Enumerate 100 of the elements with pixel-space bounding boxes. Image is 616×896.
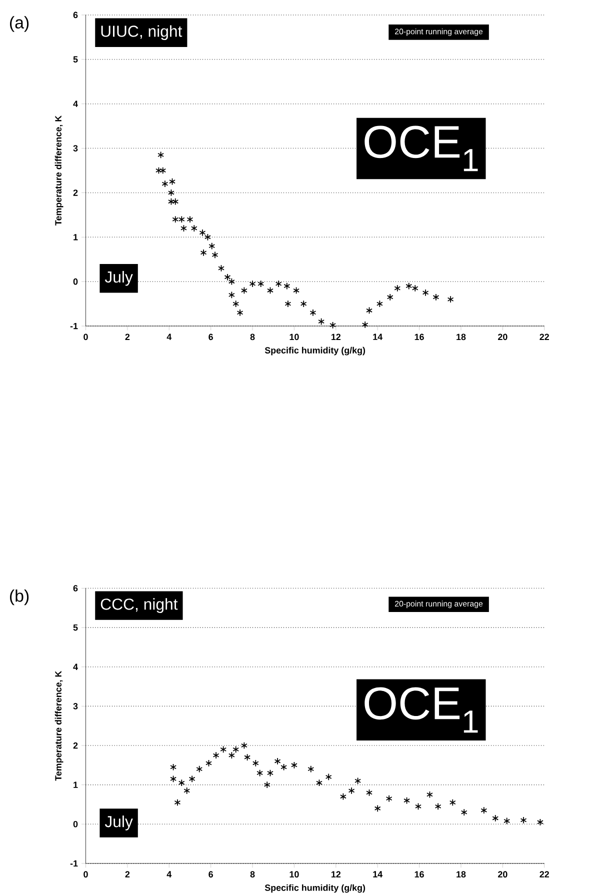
point bbox=[170, 775, 176, 783]
point bbox=[258, 280, 264, 288]
y-tick-label: 2 bbox=[73, 742, 78, 749]
point bbox=[447, 296, 454, 303]
y-tick-label: 5 bbox=[73, 56, 78, 63]
point bbox=[240, 742, 248, 750]
point bbox=[406, 282, 412, 290]
point bbox=[208, 242, 215, 250]
point bbox=[374, 804, 381, 812]
point bbox=[412, 284, 418, 292]
point bbox=[228, 752, 235, 759]
point bbox=[354, 777, 361, 785]
x-tick-label: 8 bbox=[250, 334, 255, 340]
point bbox=[232, 746, 239, 754]
point bbox=[184, 787, 190, 794]
point bbox=[172, 216, 179, 224]
point bbox=[172, 198, 179, 206]
point bbox=[168, 178, 176, 186]
point bbox=[366, 306, 372, 314]
point bbox=[188, 775, 196, 783]
point bbox=[536, 818, 544, 826]
y-tick-label: 1 bbox=[74, 234, 78, 240]
point bbox=[178, 216, 185, 224]
point bbox=[244, 754, 250, 761]
y-axis-title: Temperature difference, K bbox=[54, 670, 64, 781]
point bbox=[190, 224, 198, 232]
y-tick-label: -1 bbox=[70, 860, 78, 866]
x-tick-label: 10 bbox=[290, 871, 299, 878]
y-tick-label: 0 bbox=[73, 820, 78, 828]
y-tick-label: 4 bbox=[73, 100, 78, 107]
y-tick-label: 2 bbox=[73, 190, 78, 196]
point bbox=[212, 752, 220, 759]
point bbox=[348, 787, 355, 794]
point bbox=[266, 769, 274, 777]
point bbox=[196, 765, 202, 773]
point bbox=[290, 762, 298, 769]
x-tick-label: 12 bbox=[331, 334, 340, 340]
x-tick-label: 6 bbox=[208, 334, 213, 340]
point bbox=[449, 798, 456, 806]
x-tick-label: 0 bbox=[84, 334, 88, 340]
point bbox=[404, 796, 410, 804]
y-axis-title: Temperature difference, K bbox=[54, 116, 64, 226]
x-tick-label: 14 bbox=[373, 871, 382, 878]
y-tick-label: 3 bbox=[73, 703, 78, 710]
point bbox=[168, 189, 174, 196]
x-tick-label: 22 bbox=[540, 334, 549, 340]
point bbox=[256, 769, 263, 777]
point bbox=[394, 284, 401, 292]
y-tick-label: 6 bbox=[73, 12, 78, 18]
x-axis-title: Specific humidity (g/kg) bbox=[264, 884, 365, 893]
point bbox=[236, 309, 244, 316]
point bbox=[252, 760, 259, 767]
point bbox=[158, 151, 164, 159]
point bbox=[186, 216, 194, 224]
point bbox=[174, 798, 181, 806]
point bbox=[274, 758, 281, 765]
point bbox=[228, 278, 235, 286]
x-tick-label: 18 bbox=[456, 871, 466, 878]
y-tick-label: -1 bbox=[70, 322, 78, 330]
point bbox=[520, 816, 527, 824]
x-tick-label: 16 bbox=[414, 334, 424, 340]
x-tick-label: 16 bbox=[414, 871, 424, 878]
text: (b) bbox=[10, 589, 28, 606]
point bbox=[249, 280, 256, 288]
point bbox=[386, 794, 392, 802]
point bbox=[280, 763, 287, 771]
annotation: OCE$_{1}$ bbox=[364, 687, 478, 733]
point bbox=[492, 814, 499, 822]
y-tick-label: 1 bbox=[74, 782, 78, 788]
point bbox=[480, 806, 488, 814]
x-tick-label: 20 bbox=[498, 871, 508, 878]
point bbox=[220, 746, 226, 754]
point bbox=[160, 166, 166, 174]
x-tick-label: 4 bbox=[166, 334, 172, 340]
x-tick-label: 22 bbox=[540, 871, 549, 878]
annotation: July bbox=[104, 816, 133, 830]
point bbox=[308, 765, 314, 773]
point bbox=[275, 280, 282, 288]
point bbox=[504, 817, 510, 825]
point bbox=[325, 773, 332, 781]
point bbox=[228, 291, 235, 299]
point bbox=[386, 294, 394, 301]
point bbox=[316, 779, 322, 786]
point bbox=[155, 166, 162, 174]
point bbox=[414, 802, 422, 810]
annotation: UIUC, night bbox=[101, 25, 182, 40]
point bbox=[218, 264, 224, 272]
point bbox=[362, 321, 368, 328]
point bbox=[178, 779, 185, 786]
annotation: OCE$_{1}$ bbox=[364, 126, 478, 172]
point bbox=[432, 294, 440, 301]
y-tick-label: 5 bbox=[73, 624, 78, 631]
x-tick-label: 20 bbox=[498, 334, 508, 340]
y-tick-label: 3 bbox=[73, 145, 78, 152]
point bbox=[284, 282, 290, 290]
point bbox=[266, 286, 274, 294]
y-tick-label: 0 bbox=[73, 278, 78, 285]
point bbox=[170, 763, 176, 771]
annotation: July bbox=[104, 270, 133, 286]
point bbox=[422, 289, 429, 296]
